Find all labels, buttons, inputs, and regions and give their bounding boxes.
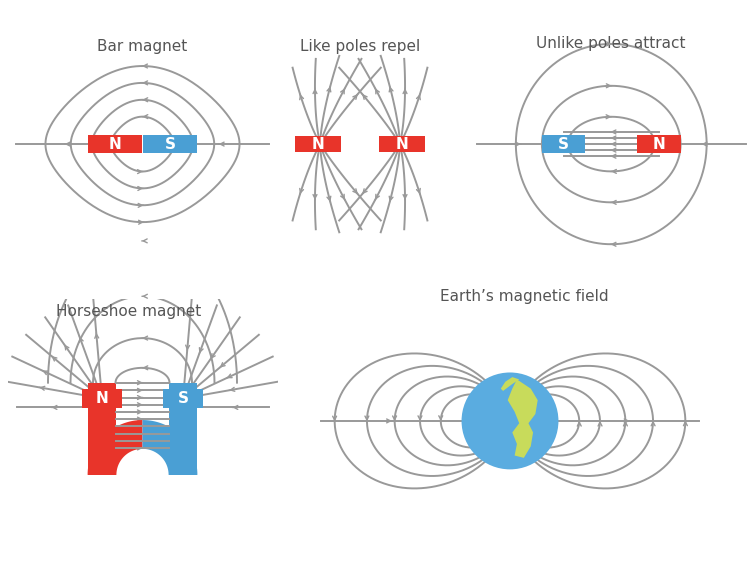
Bar (88, 383, 116, 475)
Text: N: N (396, 137, 409, 151)
Text: N: N (96, 391, 108, 406)
Bar (169, 383, 197, 475)
Text: Unlike poles attract: Unlike poles attract (536, 36, 686, 51)
Text: S: S (164, 137, 176, 151)
FancyBboxPatch shape (638, 135, 681, 153)
Polygon shape (88, 420, 142, 475)
FancyBboxPatch shape (295, 136, 341, 153)
FancyBboxPatch shape (143, 135, 197, 153)
Polygon shape (142, 420, 197, 475)
Text: N: N (109, 137, 122, 151)
Text: N: N (312, 137, 325, 151)
Text: Like poles repel: Like poles repel (300, 39, 420, 54)
FancyBboxPatch shape (163, 389, 203, 408)
FancyBboxPatch shape (542, 135, 585, 153)
Polygon shape (501, 377, 519, 391)
Text: S: S (558, 137, 569, 151)
Polygon shape (508, 380, 538, 458)
Text: Horseshoe magnet: Horseshoe magnet (56, 304, 202, 319)
Text: Earth’s magnetic field: Earth’s magnetic field (440, 289, 608, 305)
Circle shape (461, 372, 559, 470)
FancyBboxPatch shape (88, 135, 142, 153)
Text: Bar magnet: Bar magnet (98, 38, 188, 54)
FancyBboxPatch shape (82, 389, 122, 408)
FancyBboxPatch shape (379, 136, 425, 153)
Text: N: N (652, 137, 665, 151)
Text: S: S (178, 391, 188, 406)
